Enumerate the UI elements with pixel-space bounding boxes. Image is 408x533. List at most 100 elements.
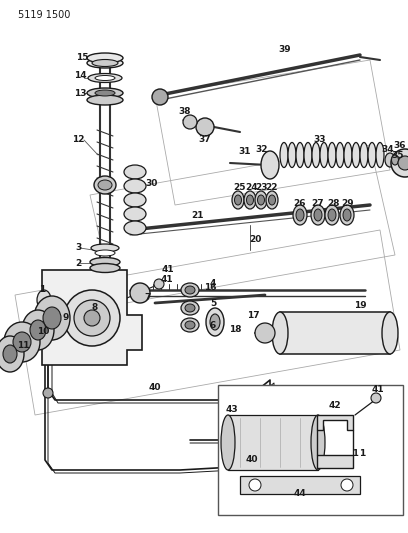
Circle shape [183,115,197,129]
Ellipse shape [312,142,320,167]
Ellipse shape [185,304,195,312]
Ellipse shape [87,88,123,98]
Text: 42: 42 [329,401,341,410]
Ellipse shape [280,142,288,167]
Text: 11: 11 [17,341,29,350]
Ellipse shape [94,176,116,194]
Ellipse shape [293,205,307,225]
Text: 38: 38 [179,108,191,117]
Text: 39: 39 [279,45,291,54]
Ellipse shape [181,318,199,332]
Ellipse shape [206,308,224,336]
Text: 9: 9 [63,313,69,322]
Text: 37: 37 [199,135,211,144]
Text: 40: 40 [246,456,258,464]
Ellipse shape [87,53,123,63]
Circle shape [130,283,150,303]
Circle shape [64,290,120,346]
Ellipse shape [352,142,360,167]
Ellipse shape [328,209,336,221]
Text: 5: 5 [210,298,216,308]
Bar [228,415,318,470]
Circle shape [365,432,375,442]
Ellipse shape [272,312,288,354]
Ellipse shape [124,221,146,235]
Bar [240,476,360,494]
Ellipse shape [90,263,120,272]
Ellipse shape [340,205,354,225]
Circle shape [196,118,214,136]
Polygon shape [317,455,353,468]
Ellipse shape [296,209,304,221]
Circle shape [371,393,381,403]
Ellipse shape [311,205,325,225]
Text: 1: 1 [352,448,358,457]
Text: 5119 1500: 5119 1500 [18,10,70,20]
Text: 22: 22 [266,182,278,191]
Text: 10: 10 [37,327,49,336]
Ellipse shape [124,193,146,207]
Ellipse shape [95,90,115,96]
Ellipse shape [88,74,122,83]
Text: 32: 32 [256,146,268,155]
Ellipse shape [232,191,244,209]
Text: 1: 1 [39,286,45,295]
Ellipse shape [3,345,17,363]
Ellipse shape [90,257,120,266]
Ellipse shape [95,250,115,256]
Ellipse shape [98,180,112,190]
Ellipse shape [124,165,146,179]
Circle shape [74,300,110,336]
Text: 31: 31 [239,148,251,157]
Ellipse shape [246,195,253,205]
Text: 29: 29 [341,198,354,207]
Circle shape [398,156,408,170]
Text: 8: 8 [92,303,98,312]
Ellipse shape [22,310,54,350]
Circle shape [152,89,168,105]
Ellipse shape [221,415,235,470]
Ellipse shape [343,209,351,221]
Text: 41: 41 [161,276,173,285]
Text: 12: 12 [72,135,84,144]
Text: 2: 2 [75,259,81,268]
Ellipse shape [4,322,40,362]
Ellipse shape [124,179,146,193]
Ellipse shape [376,142,384,167]
Ellipse shape [314,209,322,221]
Text: 4: 4 [210,279,216,287]
Bar [280,312,390,354]
Ellipse shape [392,155,399,165]
Text: 41: 41 [162,265,174,274]
Ellipse shape [37,290,51,310]
Text: 17: 17 [247,311,259,319]
Circle shape [341,479,353,491]
Polygon shape [317,415,353,430]
Ellipse shape [87,58,123,68]
Ellipse shape [30,320,46,340]
Ellipse shape [336,142,344,167]
Ellipse shape [181,301,199,315]
Text: 23: 23 [256,182,268,191]
Text: 16: 16 [204,284,216,293]
Ellipse shape [87,95,123,105]
Circle shape [84,310,100,326]
Ellipse shape [244,191,256,209]
Ellipse shape [360,142,368,167]
Text: 35: 35 [392,150,404,159]
Ellipse shape [296,142,304,167]
Text: 6: 6 [210,320,216,329]
Ellipse shape [304,142,312,167]
Text: 44: 44 [294,489,306,497]
Circle shape [391,149,408,177]
Text: 25: 25 [234,183,246,192]
Polygon shape [42,270,142,365]
Circle shape [249,479,261,491]
Text: 13: 13 [74,88,86,98]
Ellipse shape [344,142,352,167]
Ellipse shape [91,244,119,252]
Ellipse shape [92,60,118,67]
Ellipse shape [268,195,275,205]
Text: 33: 33 [314,135,326,144]
Ellipse shape [261,151,279,179]
